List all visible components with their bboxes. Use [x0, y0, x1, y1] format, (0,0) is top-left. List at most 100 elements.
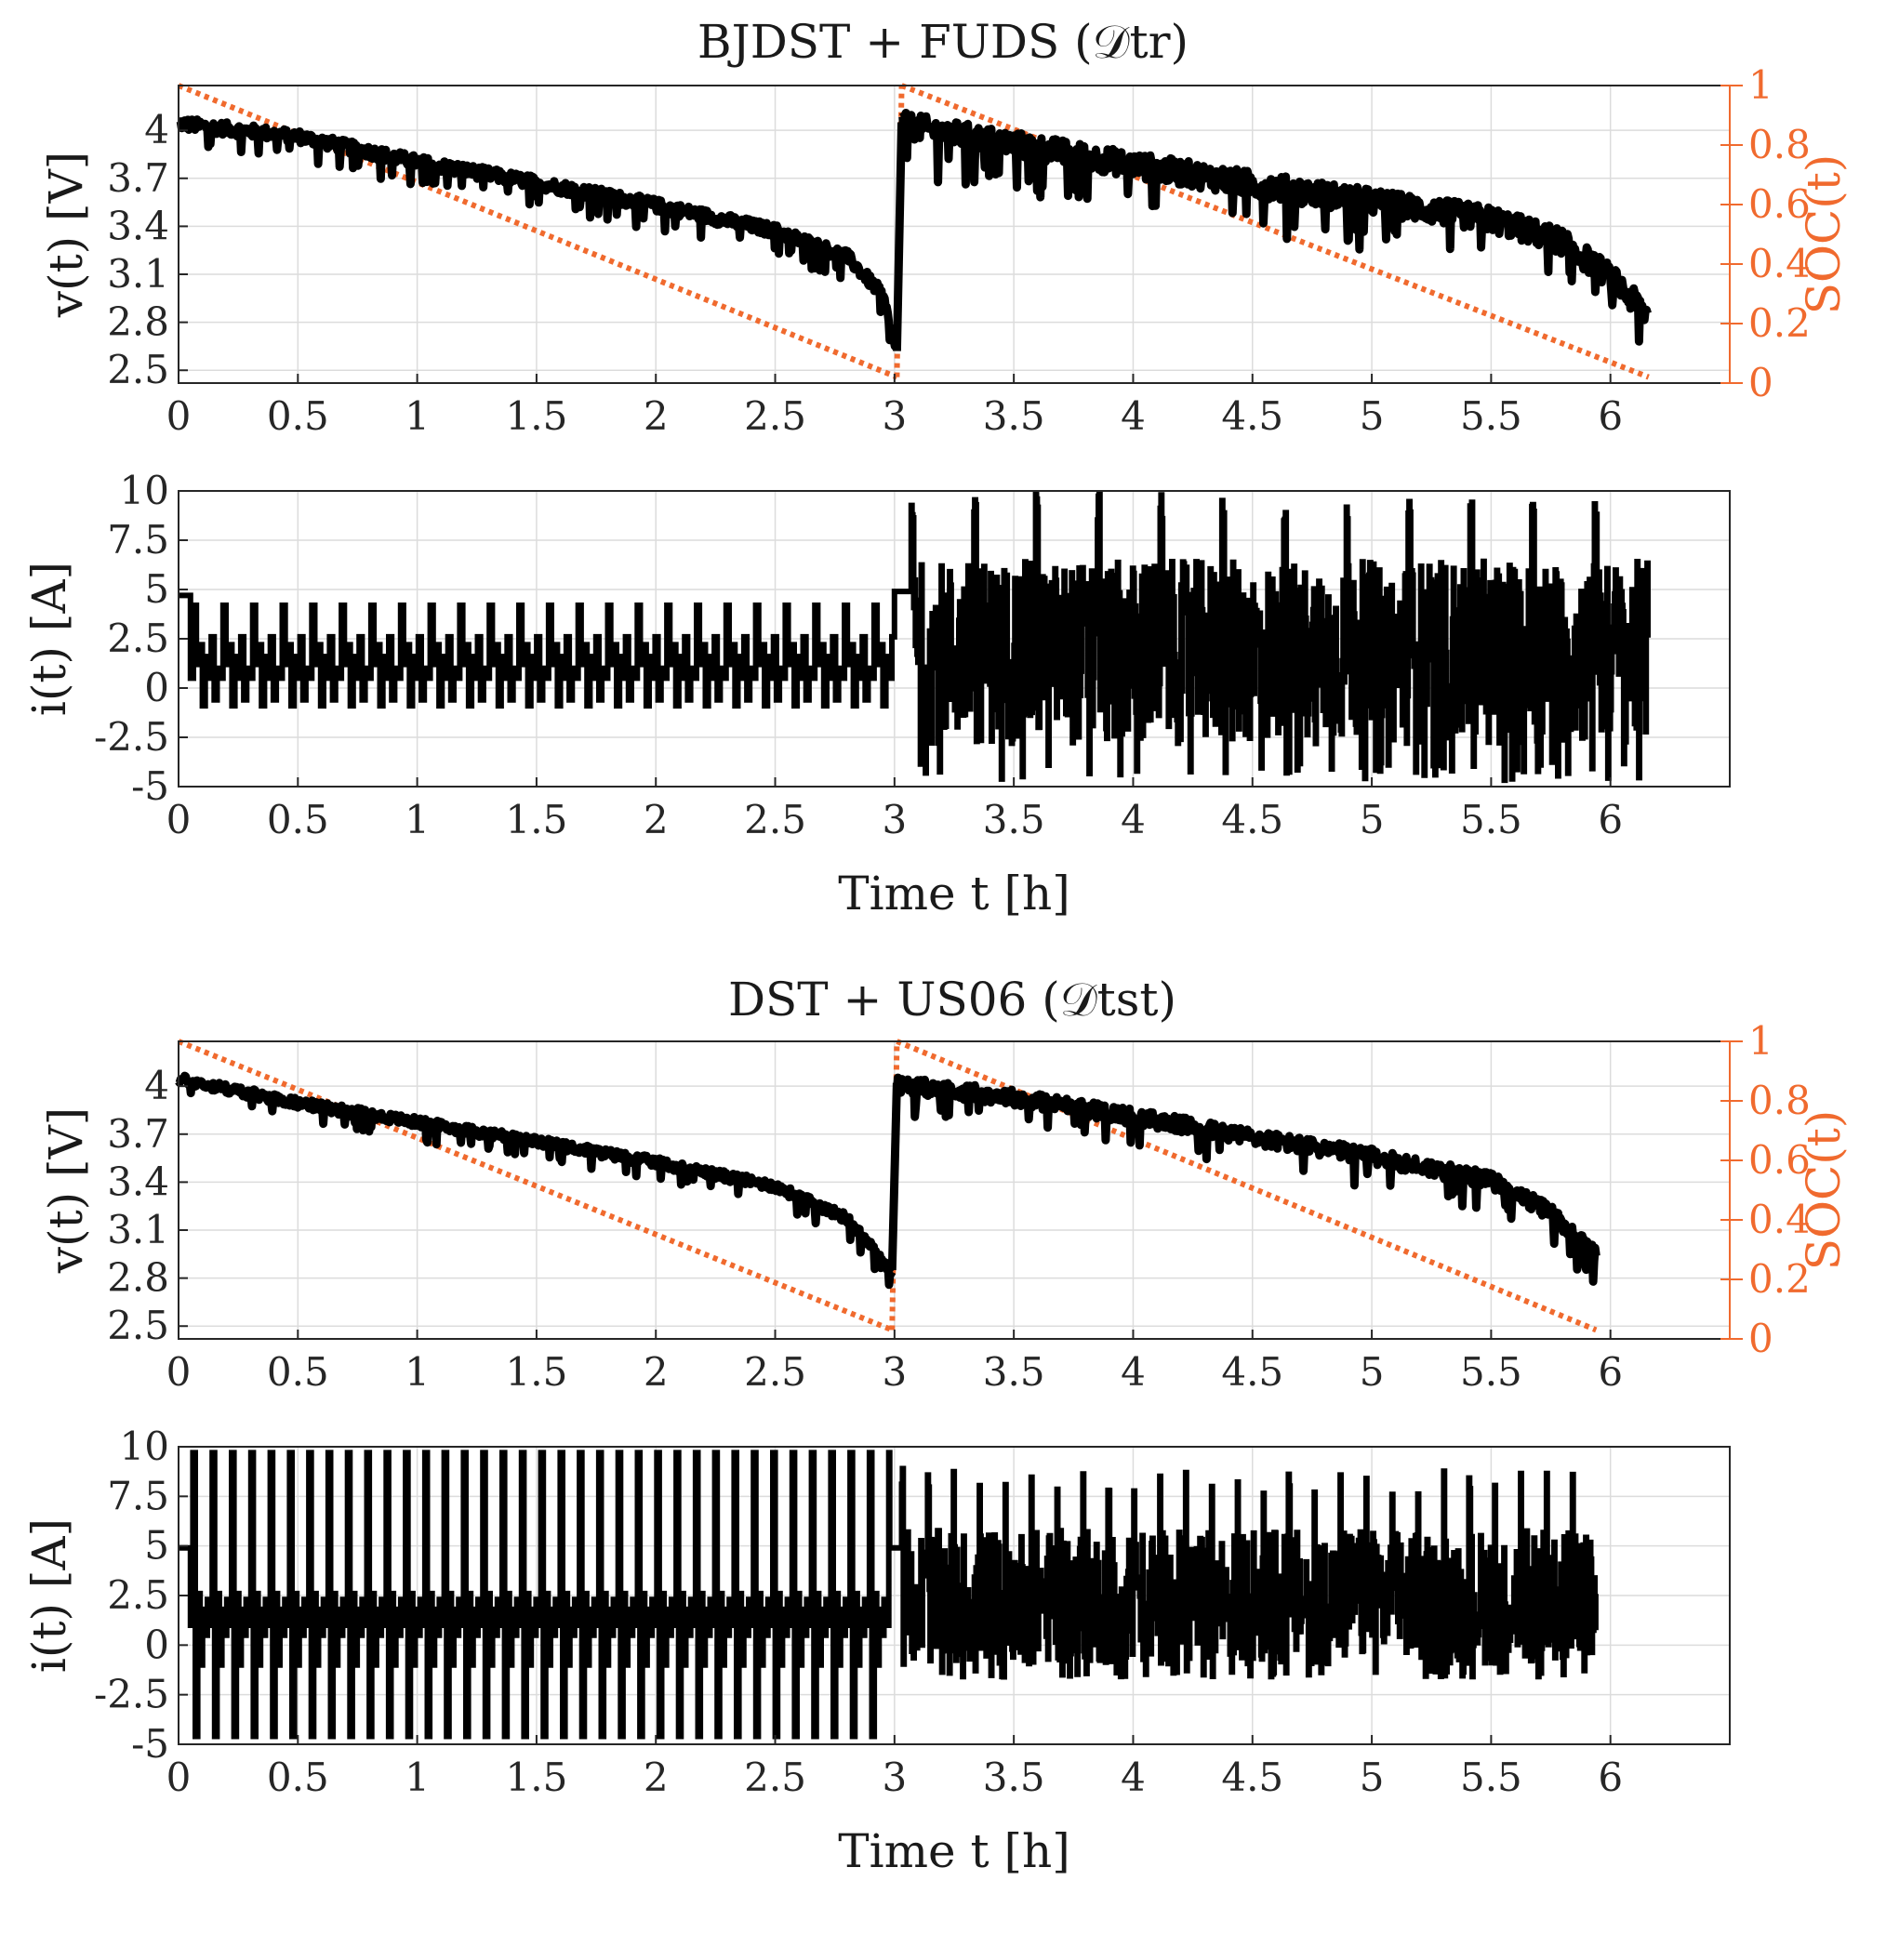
- x-tick-label: 0.5: [267, 393, 329, 439]
- test-voltage-lines: [175, 1071, 1600, 1290]
- x-tick-label: 2: [644, 1349, 669, 1395]
- train-soc-ylabel: SOC(t): [1797, 154, 1851, 315]
- x-tick-label: 0: [166, 1755, 192, 1800]
- x-tick-label: 2.5: [744, 393, 806, 439]
- y-tick-label: 3.4: [107, 203, 169, 248]
- y-tick-label: 7.5: [107, 517, 169, 563]
- test-current-lines: [179, 1450, 1599, 1740]
- train-title: BJDST + FUDS (𝒟tr): [697, 15, 1189, 69]
- train-voltage-grid: [178, 86, 1730, 383]
- train-voltage-yticks: 2.52.83.13.43.74: [107, 107, 188, 392]
- train-current-ylabel: i(t) [A]: [22, 562, 76, 716]
- y-tick-label: 2.5: [107, 1303, 169, 1348]
- x-tick-label: 0.5: [267, 1349, 329, 1395]
- y-tick-label: 4: [144, 107, 169, 152]
- test-current-xticks: 0 0.5 1 1.5 2 2.5 3 3.5 4 4.5 5 5.5 6: [166, 1735, 1623, 1800]
- x-tick-label: 2: [644, 797, 669, 842]
- x-tick-label: 5.5: [1460, 1349, 1522, 1395]
- x-tick-label: 2.5: [744, 1349, 806, 1395]
- y-tick-label: 2.5: [107, 347, 169, 392]
- soc-tick-label: 0.8: [1748, 1078, 1811, 1123]
- x-tick-label: 4: [1121, 1349, 1146, 1395]
- y-tick-label: 3.1: [107, 251, 169, 297]
- train-current-xlabel: Time t [h]: [838, 867, 1069, 920]
- y-tick-label: 10: [120, 468, 169, 513]
- voltage-series-DST: [175, 1071, 897, 1290]
- y-tick-label: -2.5: [94, 1672, 169, 1717]
- y-tick-label: -5: [131, 1721, 169, 1767]
- x-tick-label: 3.5: [983, 1349, 1045, 1395]
- y-tick-label: 0: [144, 1622, 169, 1667]
- x-tick-label: 4.5: [1221, 797, 1283, 842]
- x-tick-label: 5: [1360, 797, 1385, 842]
- x-tick-label: 3.5: [983, 393, 1045, 439]
- soc-tick-label: 1: [1748, 62, 1773, 108]
- y-tick-label: 3.7: [107, 155, 169, 201]
- x-tick-label: 3: [882, 1349, 907, 1395]
- x-tick-label: 2.5: [744, 1755, 806, 1800]
- train-current-lines: [179, 490, 1651, 784]
- test-soc-yticks: 0 0.2 0.4 0.6 0.8 1: [1720, 1018, 1811, 1361]
- y-tick-label: 2.5: [107, 1572, 169, 1618]
- soc-series-0: [177, 83, 898, 380]
- x-tick-label: 1.5: [506, 393, 568, 439]
- x-tick-label: 1.5: [506, 1349, 568, 1395]
- x-tick-label: 1: [405, 393, 430, 439]
- x-tick-label: 1: [405, 1755, 430, 1800]
- x-tick-label: 6: [1598, 393, 1623, 439]
- x-tick-label: 3: [882, 797, 907, 842]
- y-tick-label: 2.5: [107, 616, 169, 661]
- current-series: [179, 490, 1651, 784]
- train-current-xticks: 0 0.5 1 1.5 2 2.5 3 3.5 4 4.5 5 5.5 6: [166, 777, 1623, 842]
- x-tick-label: 5.5: [1460, 797, 1522, 842]
- soc-tick-label: 0.4: [1748, 1197, 1811, 1242]
- y-tick-label: 3.1: [107, 1207, 169, 1252]
- train-voltage-lines: [175, 109, 1653, 351]
- soc-tick-label: 0: [1748, 1316, 1773, 1361]
- test-voltage-ylabel: v(t) [V]: [39, 1107, 93, 1274]
- test-voltage-yticks: 2.52.83.13.43.74: [107, 1063, 188, 1348]
- train-voltage-xticks: 0 0.5 1 1.5 2 2.5 3 3.5 4 4.5 5 5.5 6: [166, 374, 1623, 439]
- voltage-series-BJDST: [175, 115, 901, 351]
- soc-tick-label: 0.8: [1748, 122, 1811, 167]
- x-tick-label: 4.5: [1221, 393, 1283, 439]
- x-tick-label: 6: [1598, 1755, 1623, 1800]
- soc-tick-label: 0.4: [1748, 241, 1811, 286]
- x-tick-label: 4: [1121, 1755, 1146, 1800]
- x-tick-label: 5.5: [1460, 1755, 1522, 1800]
- soc-tick-label: 1: [1748, 1018, 1773, 1064]
- y-tick-label: 10: [120, 1424, 169, 1469]
- x-tick-label: 0.5: [267, 797, 329, 842]
- train-voltage-ylabel: v(t) [V]: [39, 152, 93, 318]
- y-tick-label: -5: [131, 763, 169, 809]
- y-tick-label: 3.7: [107, 1111, 169, 1157]
- y-tick-label: 3.4: [107, 1159, 169, 1204]
- x-tick-label: 6: [1598, 1349, 1623, 1395]
- train-voltage-axes: 2.52.83.13.43.74 00.20.40.60.81 0 0.5 1 1.5…: [39, 62, 1851, 439]
- test-voltage-axes: 2.52.83.13.43.74 00.20.40.60.81 0 0.5 1 1.5…: [39, 1018, 1851, 1395]
- soc-tick-label: 0.2: [1748, 1256, 1811, 1302]
- test-soc-ylabel: SOC(t): [1797, 1110, 1851, 1271]
- x-tick-label: 3: [882, 393, 907, 439]
- voltage-series-FUDS: [898, 109, 1653, 346]
- x-tick-label: 2.5: [744, 797, 806, 842]
- current-series: [179, 1450, 1599, 1740]
- x-tick-label: 2: [644, 393, 669, 439]
- test-voltage-xticks: 0 0.5 1 1.5 2 2.5 3 3.5 4 4.5 5 5.5 6: [166, 1330, 1623, 1395]
- x-tick-label: 4: [1121, 393, 1146, 439]
- x-tick-label: 3.5: [983, 797, 1045, 842]
- test-current-yticks: -5-2.5 02.55 7.510: [94, 1424, 188, 1767]
- x-tick-label: 0: [166, 393, 192, 439]
- x-tick-label: 1.5: [506, 1755, 568, 1800]
- x-tick-label: 0.5: [267, 1755, 329, 1800]
- y-tick-label: 7.5: [107, 1473, 169, 1518]
- y-tick-label: 5: [144, 566, 169, 612]
- voltage-recharge-jump: [892, 122, 907, 351]
- test-current-ylabel: i(t) [A]: [22, 1518, 76, 1673]
- y-tick-label: 5: [144, 1523, 169, 1569]
- y-tick-label: 2.8: [107, 1255, 169, 1301]
- x-tick-label: 4: [1121, 797, 1146, 842]
- soc-series-0: [177, 1039, 894, 1333]
- x-tick-label: 5: [1360, 1755, 1385, 1800]
